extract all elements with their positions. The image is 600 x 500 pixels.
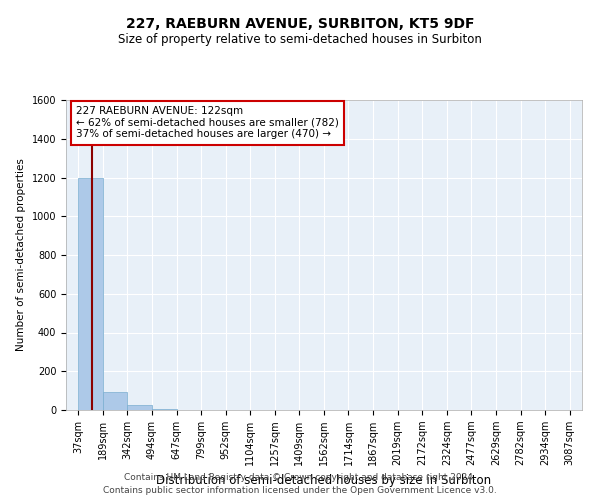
- Text: Contains HM Land Registry data © Crown copyright and database right 2024.
Contai: Contains HM Land Registry data © Crown c…: [103, 474, 497, 495]
- Text: Size of property relative to semi-detached houses in Surbiton: Size of property relative to semi-detach…: [118, 32, 482, 46]
- X-axis label: Distribution of semi-detached houses by size in Surbiton: Distribution of semi-detached houses by …: [157, 474, 491, 486]
- Y-axis label: Number of semi-detached properties: Number of semi-detached properties: [16, 158, 26, 352]
- Bar: [152, 409, 176, 410]
- Text: 227 RAEBURN AVENUE: 122sqm
← 62% of semi-detached houses are smaller (782)
37% o: 227 RAEBURN AVENUE: 122sqm ← 62% of semi…: [76, 106, 339, 140]
- Bar: [103, 392, 127, 410]
- Bar: [127, 405, 152, 410]
- Text: 227, RAEBURN AVENUE, SURBITON, KT5 9DF: 227, RAEBURN AVENUE, SURBITON, KT5 9DF: [126, 18, 474, 32]
- Bar: [78, 178, 103, 410]
